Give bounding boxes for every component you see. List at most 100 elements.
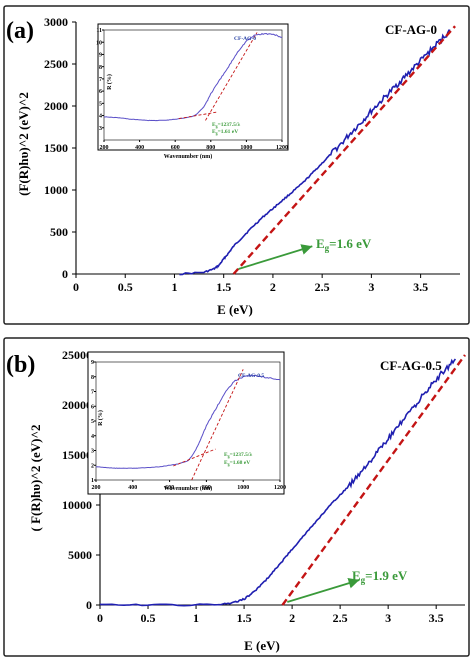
panel-a: (a) CF-AG-0 E (eV) (F(R)hυ)^2 (eV)^2 0 0.… [3,5,470,325]
b-inset-y-tick-label: 4 [91,434,94,440]
b-inset-y-tick-label: 6 [91,404,94,410]
b-inset-x-tick-label: 600 [165,485,174,491]
a-y-tick-label: 500 [50,225,68,239]
a-eg-arrow [238,244,313,270]
panel-a-inset-annotation-1: Eg=1237.5/λ [212,122,240,129]
a-y-tick-label: 1000 [44,183,68,197]
b-data-series [100,358,457,607]
a-x-tick-label: 2.5 [315,280,330,294]
panel-a-inset-sample-label: CF-AG-0 [234,36,256,42]
a-x-tick-label: 0 [73,280,79,294]
panel-b-plot: 0 0.5 1 1.5 2 2.5 3 3.5 0 5000 10000 15000 20000 2500… [62,348,466,625]
panel-b-letter: (b) [6,352,35,378]
panel-b-y-label: ( F(R)hυ)^2 (eV)^2 [28,424,43,531]
b-x-tick-label: 3 [385,611,391,625]
b-y-tick-label: 5000 [68,548,92,562]
a-inset-x-tick-label: 1200 [276,145,288,151]
a-inset-x-tick-label: 600 [171,145,180,151]
panel-b: (b) CF-AG-0.5 E (eV) ( F(R)hυ)^2 (eV)^2 … [3,337,470,657]
panel-a-inset-frame [97,23,289,151]
a-y-tick-label: 0 [62,267,68,281]
b-inset-y-tick-label: 8 [91,375,94,381]
a-inset-x-tick-label: 800 [206,145,215,151]
b-y-tick-label: 20000 [62,398,92,412]
b-x-tick-label: 3.5 [429,611,444,625]
a-x-tick-label: 3.5 [413,280,428,294]
panel-b-inset: 200 400 600 800 1000 1200 1 2 3 4 5 6 7 8 9 Wavenumber… [87,351,286,495]
panel-b-inset-plot: 200 400 600 800 1000 1200 1 2 3 4 5 6 7 8 9 [91,360,286,491]
b-y-tick-label: 0 [86,598,92,612]
panel-a-inset-x-label: Wavenumber (nm) [164,153,212,160]
b-x-tick-label: 2.5 [333,611,348,625]
a-inset-y-tick-label: 7 [99,77,102,83]
a-inset-y-tick-label: 3 [99,126,102,132]
a-inset-x-tick-label: 1000 [240,145,252,151]
b-x-tick-label: 1 [193,611,199,625]
a-inset-y-tick-label: 10 [96,40,102,46]
a-inset-axes-box [103,29,283,141]
b-inset-y-tick-label: 1 [91,478,94,484]
panel-b-eg-annotation: Eg=1.9 eV [352,568,408,585]
b-inset-x-tick-label: 400 [128,485,137,491]
b-y-tick-label: 25000 [62,348,92,362]
b-inset-y-tick-label: 3 [91,449,94,455]
panel-a-inset-annotation-2: Eg=1.61 eV [212,129,238,136]
panel-b-x-label: E (eV) [244,638,280,653]
panel-a-y-label: (F(R)hυ)^2 (eV)^2 [16,92,31,196]
b-inset-fit-line [173,448,216,467]
b-inset-data-series [95,374,281,469]
a-x-tick-label: 1.5 [216,280,231,294]
b-inset-y-tick-label: 7 [91,390,94,396]
panel-a-x-label: E (eV) [217,302,253,317]
b-y-tick-label: 10000 [62,498,92,512]
b-inset-x-tick-label: 800 [202,485,211,491]
panel-a-inset-y-label: R (%) [106,74,113,90]
b-x-tick-label: 2 [289,611,295,625]
a-inset-fit-line [205,32,258,121]
b-inset-fit-line [191,369,244,481]
a-x-tick-label: 3 [368,280,374,294]
a-inset-y-tick-label: 8 [99,65,102,71]
panel-a-eg-annotation: Eg=1.6 eV [316,236,372,253]
a-inset-data-series [103,32,283,122]
a-inset-y-tick-label: 9 [99,53,102,59]
b-inset-y-tick-label: 5 [91,419,94,425]
panel-b-inset-sample-label: CF-AG-0.5 [238,373,264,379]
panel-a-inset-plot: 200 400 600 800 1000 1200 3 4 5 6 7 8 9 10 11 [96,28,288,151]
b-inset-x-tick-label: 1000 [237,485,249,491]
panel-b-inset-y-label: R (%) [97,410,104,426]
a-y-tick-label: 3000 [44,15,68,29]
b-inset-y-tick-label: 9 [91,360,94,366]
panel-a-letter: (a) [6,18,34,44]
a-inset-y-tick-label: 11 [96,28,102,34]
b-eg-arrow [287,577,360,603]
b-x-tick-label: 0 [97,611,103,625]
b-inset-x-tick-label: 1200 [274,485,286,491]
a-inset-x-tick-label: 400 [135,145,144,151]
panel-a-sample-label: CF-AG-0 [385,22,437,37]
panel-b-inset-annotation-1: Eg=1237.5/λ [224,452,252,459]
a-inset-y-tick-label: 5 [99,101,102,107]
a-x-tick-label: 2 [270,280,276,294]
b-x-tick-label: 0.5 [141,611,156,625]
a-y-tick-label: 1500 [44,141,68,155]
a-inset-x-tick-label: 200 [100,145,109,151]
a-x-tick-label: 0.5 [118,280,133,294]
b-inset-x-tick-label: 200 [92,485,101,491]
a-x-tick-label: 1 [171,280,177,294]
panel-a-plot: 0 0.5 1 1.5 2 2.5 3 3.5 0 500 1000 1500 2000 2500 3000 [44,15,460,294]
b-fit-line [281,354,466,606]
a-inset-y-tick-label: 4 [99,114,102,120]
panel-b-sample-label: CF-AG-0.5 [380,358,442,373]
a-inset-y-tick-label: 6 [99,89,102,95]
panel-a-inset: 200 400 600 800 1000 1200 3 4 5 6 7 8 9 10 11 Wavenumb… [96,23,289,160]
a-y-tick-label: 2500 [44,57,68,71]
b-y-tick-label: 15000 [62,448,92,462]
b-inset-y-tick-label: 2 [91,463,94,469]
a-inset-fit-line [178,111,218,120]
b-x-tick-label: 1.5 [237,611,252,625]
panel-b-inset-x-label: Wavenumber (nm) [164,485,212,492]
a-data-series [179,29,451,276]
a-fit-line [232,25,456,275]
